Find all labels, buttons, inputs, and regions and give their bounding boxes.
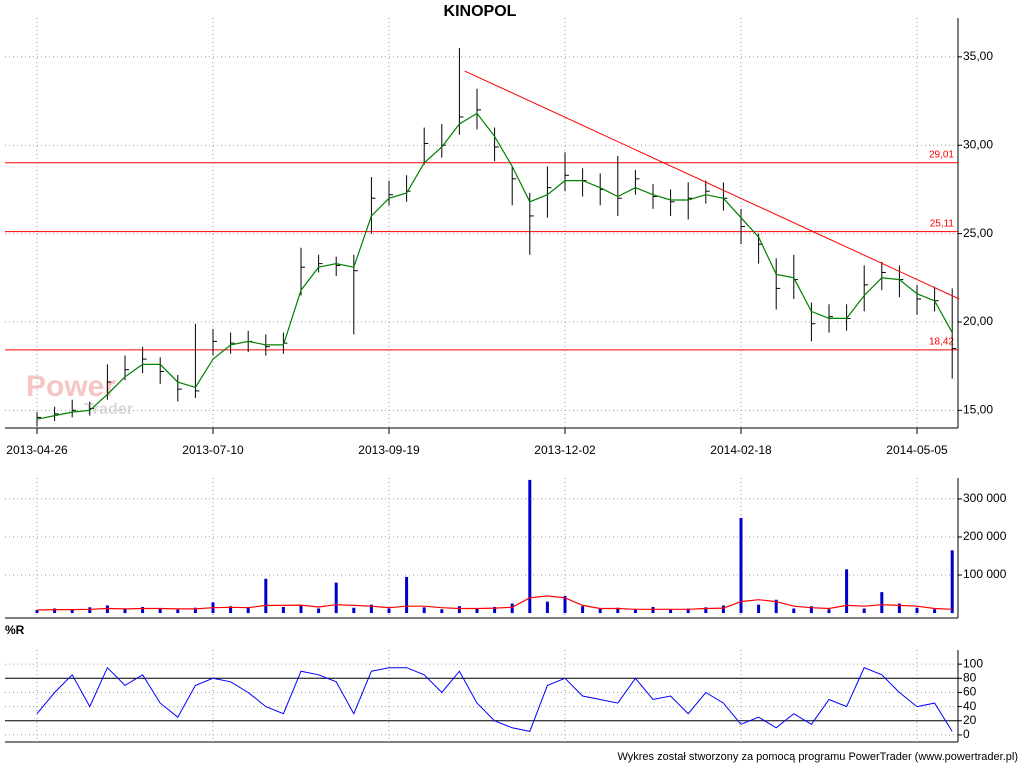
y-tick-label: 40	[963, 699, 977, 713]
y-tick-label: 100	[963, 656, 983, 670]
volume-bar	[545, 601, 549, 614]
volume-bar	[774, 599, 778, 614]
volume-bar	[246, 607, 250, 614]
volume-bar	[334, 582, 338, 614]
volume-bar	[317, 608, 321, 614]
volume-bar	[440, 609, 444, 614]
volume-bar	[105, 605, 109, 614]
volume-bar	[880, 592, 884, 614]
volume-bar	[845, 569, 849, 614]
volume-bar	[70, 609, 74, 614]
volume-bar	[827, 609, 831, 614]
volume-bar	[475, 608, 479, 614]
volume-bar	[229, 606, 233, 614]
volume-bar	[528, 479, 532, 614]
moving-average	[36, 112, 953, 420]
volume-bar	[897, 603, 901, 614]
y-tick-label: 30,00	[963, 137, 993, 151]
volume-bar	[369, 604, 373, 614]
volume-bar	[422, 607, 426, 614]
volume-bar	[299, 605, 303, 614]
reference-label: 25,11	[930, 218, 955, 229]
y-tick-label: 300 000	[963, 491, 1007, 505]
footer: Wykres został stworzony za pomocą progra…	[617, 751, 1018, 763]
volume-bar	[352, 607, 356, 614]
volume-bar	[669, 609, 673, 614]
volume-bar	[123, 609, 127, 614]
y-tick-label: 200 000	[963, 529, 1007, 543]
y-tick-label: 0	[963, 727, 970, 741]
volume-bar	[141, 606, 145, 614]
volume-bar	[721, 605, 725, 614]
volume-bar	[809, 606, 813, 614]
y-tick-label: 20,00	[963, 314, 993, 328]
y-tick-label: 100 000	[963, 567, 1007, 581]
volume-bar	[563, 595, 567, 614]
volume-bar	[616, 607, 620, 614]
watermark: Trader	[84, 401, 133, 418]
volume-bar	[176, 609, 180, 614]
y-tick-label: 15,00	[963, 402, 993, 416]
volume-bar	[915, 607, 919, 614]
y-tick-label: 80	[963, 670, 977, 684]
y-tick-label: 35,00	[963, 49, 993, 63]
volume-bar	[493, 606, 497, 614]
x-tick-label: 2013-04-26	[6, 443, 68, 457]
volume-bar	[387, 608, 391, 614]
volume-bar	[457, 606, 461, 614]
x-tick-label: 2014-05-05	[886, 443, 948, 457]
volume-bar	[598, 608, 602, 614]
volume-bar	[933, 609, 937, 614]
y-tick-label: 20	[963, 713, 977, 727]
volume-bar	[35, 610, 39, 614]
volume-bar	[686, 608, 690, 614]
y-tick-label: 60	[963, 685, 977, 699]
x-tick-label: 2013-12-02	[534, 443, 596, 457]
volume-bar	[88, 607, 92, 614]
panel-title: %R	[5, 623, 25, 637]
reference-label: 29,01	[929, 149, 954, 160]
volume-bar	[510, 603, 514, 614]
volume-bar	[53, 608, 57, 614]
volume-bar	[633, 609, 637, 614]
x-tick-label: 2013-09-19	[358, 443, 420, 457]
volume-bar	[792, 608, 796, 614]
volume-bar	[651, 606, 655, 614]
x-tick-label: 2014-02-18	[710, 443, 772, 457]
y-tick-label: 25,00	[963, 226, 993, 240]
watermark: Power	[26, 370, 116, 403]
moving-average	[36, 595, 953, 611]
volume-bar	[739, 517, 743, 614]
x-tick-label: 2013-07-10	[182, 443, 244, 457]
volume-bar	[950, 550, 954, 614]
chart-title: KINOPOL	[444, 3, 517, 20]
volume-bar	[158, 608, 162, 614]
trend-line	[464, 70, 960, 300]
reference-label: 18,42	[929, 337, 954, 348]
volume-bar	[281, 606, 285, 614]
volume-bar	[193, 607, 197, 614]
volume-bar	[757, 604, 761, 614]
volume-bar	[581, 606, 585, 614]
volume-bar	[405, 576, 409, 614]
volume-bar	[704, 607, 708, 614]
volume-bar	[264, 578, 268, 614]
volume-bar	[862, 608, 866, 614]
indicator-line	[36, 666, 953, 732]
